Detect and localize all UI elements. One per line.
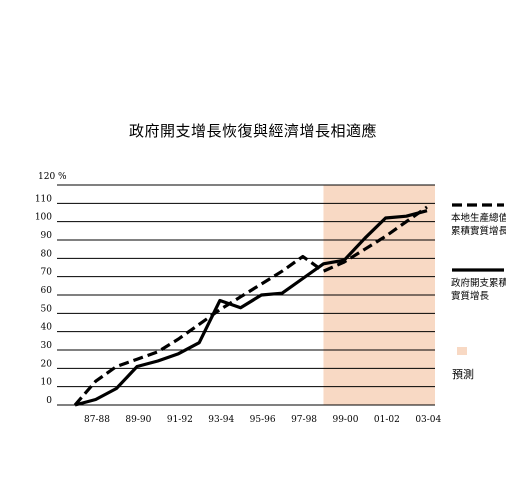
legend-label-gov-exp: 政府開支累積實質增長 (451, 278, 506, 302)
x-tick-label: 03-04 (415, 415, 441, 425)
legend-swatch-forecast (457, 347, 467, 355)
y-unit-label: 120 % (38, 172, 67, 182)
x-tick-label: 91-92 (167, 415, 193, 425)
x-tick-label: 97-98 (291, 415, 317, 425)
y-tick-label: 110 (35, 194, 52, 204)
y-tick-label: 60 (41, 286, 53, 296)
x-tick-label: 93-94 (208, 415, 234, 425)
y-tick-label: 80 (41, 249, 53, 259)
y-tick-label: 90 (41, 231, 53, 241)
y-tick-label: 100 (35, 213, 52, 223)
x-tick-label: 87-88 (84, 415, 110, 425)
x-tick-label: 01-02 (374, 415, 400, 425)
series-line-gov-exp (74, 209, 428, 407)
y-tick-label: 30 (41, 341, 53, 351)
y-tick-label: 10 (41, 378, 53, 388)
y-tick-label: 0 (46, 396, 52, 406)
legend-label-gdp: 本地生產總值累積實質增長 (451, 213, 506, 237)
series-line-gdp (73, 205, 428, 407)
x-tick-label: 95-96 (250, 415, 276, 425)
x-tick-label: 89-90 (125, 415, 151, 425)
x-tick-label: 99-00 (332, 415, 358, 425)
y-tick-label: 70 (41, 268, 53, 278)
y-tick-label: 50 (41, 304, 53, 314)
forecast-legend-label: 預測 (452, 368, 474, 381)
y-tick-label: 20 (41, 359, 53, 369)
chart-title: 政府開支增長恢復與經濟增長相適應 (128, 122, 377, 140)
y-tick-label: 40 (41, 323, 53, 333)
